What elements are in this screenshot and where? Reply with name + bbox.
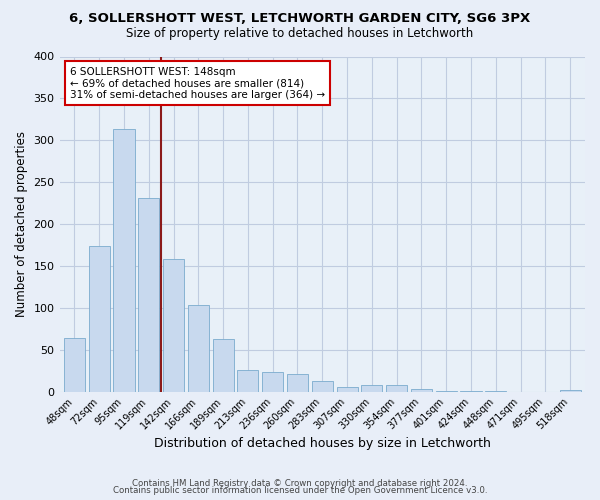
Bar bbox=[560, 390, 581, 392]
Bar bbox=[262, 372, 283, 392]
Text: Contains public sector information licensed under the Open Government Licence v3: Contains public sector information licen… bbox=[113, 486, 487, 495]
Bar bbox=[163, 260, 184, 392]
Bar bbox=[386, 385, 407, 392]
Bar bbox=[113, 128, 134, 392]
Text: 6 SOLLERSHOTT WEST: 148sqm
← 69% of detached houses are smaller (814)
31% of sem: 6 SOLLERSHOTT WEST: 148sqm ← 69% of deta… bbox=[70, 66, 325, 100]
X-axis label: Distribution of detached houses by size in Letchworth: Distribution of detached houses by size … bbox=[154, 437, 491, 450]
Bar bbox=[312, 381, 333, 392]
Text: Contains HM Land Registry data © Crown copyright and database right 2024.: Contains HM Land Registry data © Crown c… bbox=[132, 478, 468, 488]
Bar bbox=[361, 385, 382, 392]
Text: Size of property relative to detached houses in Letchworth: Size of property relative to detached ho… bbox=[127, 28, 473, 40]
Bar bbox=[485, 391, 506, 392]
Bar bbox=[287, 374, 308, 392]
Y-axis label: Number of detached properties: Number of detached properties bbox=[15, 131, 28, 317]
Text: 6, SOLLERSHOTT WEST, LETCHWORTH GARDEN CITY, SG6 3PX: 6, SOLLERSHOTT WEST, LETCHWORTH GARDEN C… bbox=[70, 12, 530, 26]
Bar bbox=[460, 391, 482, 392]
Bar bbox=[64, 338, 85, 392]
Bar bbox=[411, 389, 432, 392]
Bar bbox=[238, 370, 259, 392]
Bar bbox=[188, 306, 209, 392]
Bar bbox=[337, 386, 358, 392]
Bar bbox=[138, 198, 160, 392]
Bar bbox=[89, 246, 110, 392]
Bar bbox=[212, 339, 233, 392]
Bar bbox=[436, 391, 457, 392]
